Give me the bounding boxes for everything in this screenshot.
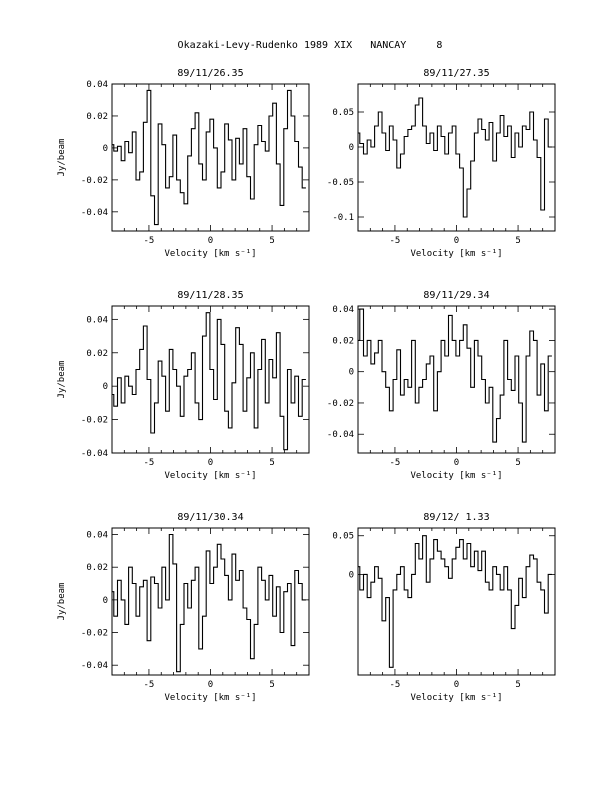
y-tick-label: 0.05 — [332, 532, 354, 542]
y-tick-label: 0.04 — [86, 80, 108, 90]
spectrum-trace — [358, 97, 552, 218]
y-tick-label: -0.02 — [327, 399, 354, 409]
y-tick-label: 0.04 — [86, 531, 108, 541]
y-tick-label: 0.02 — [332, 336, 354, 346]
panel-title: 89/12/ 1.33 — [423, 512, 489, 523]
plot-frame — [111, 527, 310, 676]
spectrum-trace — [358, 308, 552, 443]
x-tick-label: -5 — [390, 236, 401, 246]
y-tick-label: 0 — [103, 144, 108, 154]
x-axis-label: Velocity [km s⁻¹] — [164, 471, 256, 481]
x-tick-label: 0 — [208, 680, 213, 690]
panel-3: 89/11/28.35 -5 0 5 -0.04 -0.02 0 0.02 0.04 Veloci… — [57, 290, 310, 481]
spectrum-trace — [358, 535, 552, 668]
panel-title: 89/11/30.34 — [177, 512, 243, 523]
x-tick-label: -5 — [144, 458, 155, 468]
x-axis-label: Velocity [km s⁻¹] — [164, 693, 256, 703]
panel-1: 89/11/26.35 -5 0 5 -0.04 -0.02 0 0.02 0.04 Veloci… — [57, 68, 310, 259]
x-tick-label: -5 — [144, 236, 155, 246]
spectrum-trace — [112, 533, 306, 673]
plot-frame — [357, 527, 556, 676]
plot-frame — [111, 305, 310, 454]
y-axis-label: Jy/beam — [57, 361, 67, 399]
x-tick-label: 5 — [269, 458, 274, 468]
x-tick-label: 5 — [269, 236, 274, 246]
y-tick-label: 0.02 — [86, 112, 108, 122]
plot-frame — [357, 83, 556, 232]
x-axis-label: Velocity [km s⁻¹] — [410, 249, 502, 259]
y-axis-label: Jy/beam — [57, 583, 67, 621]
y-tick-label: 0.02 — [86, 563, 108, 573]
panel-grid: 89/11/26.35 -5 0 5 -0.04 -0.02 0 0.02 0.04 Veloci… — [57, 68, 556, 703]
y-tick-label: 0 — [349, 570, 354, 580]
panel-title: 89/11/29.34 — [423, 290, 489, 301]
y-tick-label: -0.02 — [81, 629, 108, 639]
x-tick-label: 0 — [454, 680, 459, 690]
panel-title: 89/11/26.35 — [177, 68, 243, 79]
spectrum-trace — [112, 89, 306, 226]
panel-title: 89/11/28.35 — [177, 290, 243, 301]
y-tick-label: -0.04 — [81, 449, 108, 459]
y-tick-label: 0.04 — [86, 315, 108, 325]
y-tick-label: 0.02 — [86, 349, 108, 359]
x-tick-label: 0 — [208, 458, 213, 468]
x-tick-label: -5 — [390, 680, 401, 690]
y-tick-label: -0.05 — [327, 178, 354, 188]
y-tick-label: -0.04 — [81, 208, 108, 218]
y-tick-label: -0.02 — [81, 176, 108, 186]
y-tick-label: -0.04 — [327, 430, 354, 440]
x-tick-label: 5 — [515, 680, 520, 690]
panel-4: 89/11/29.34 -5 0 5 -0.04 -0.02 0 0.02 0.04 Veloci… — [327, 290, 556, 481]
plot-frame — [111, 83, 310, 232]
y-tick-label: -0.04 — [81, 661, 108, 671]
figure-title: Okazaki-Levy-Rudenko 1989 XIX NANCAY 8 — [178, 40, 443, 51]
y-tick-label: 0 — [103, 596, 108, 606]
y-tick-label: 0.05 — [332, 108, 354, 118]
x-tick-label: 0 — [454, 236, 459, 246]
spectrum-trace — [112, 312, 306, 451]
x-tick-label: 0 — [208, 236, 213, 246]
x-tick-label: -5 — [144, 680, 155, 690]
x-tick-label: -5 — [390, 458, 401, 468]
x-tick-label: 5 — [269, 680, 274, 690]
panel-5: 89/11/30.34 -5 0 5 -0.04 -0.02 0 0.02 0.04 Veloci… — [57, 512, 310, 703]
y-tick-label: -0.02 — [81, 416, 108, 426]
panel-2: 89/11/27.35 -5 0 5 -0.1 -0.05 0 0.05 Velocity [k… — [327, 68, 556, 259]
x-axis-label: Velocity [km s⁻¹] — [410, 471, 502, 481]
plot-frame — [357, 305, 556, 454]
x-tick-label: 5 — [515, 458, 520, 468]
y-tick-label: 0.04 — [332, 305, 354, 315]
x-axis-label: Velocity [km s⁻¹] — [410, 693, 502, 703]
y-tick-label: 0 — [349, 143, 354, 153]
x-tick-label: 5 — [515, 236, 520, 246]
y-tick-label: 0 — [349, 368, 354, 378]
y-tick-label: 0 — [103, 382, 108, 392]
y-tick-label: -0.1 — [332, 213, 354, 223]
panel-6: 89/12/ 1.33 -5 0 5 0 0.05 Velocity [km s⁻¹] — [332, 512, 556, 703]
y-axis-label: Jy/beam — [57, 139, 67, 177]
panel-title: 89/11/27.35 — [423, 68, 489, 79]
x-tick-label: 0 — [454, 458, 459, 468]
x-axis-label: Velocity [km s⁻¹] — [164, 249, 256, 259]
